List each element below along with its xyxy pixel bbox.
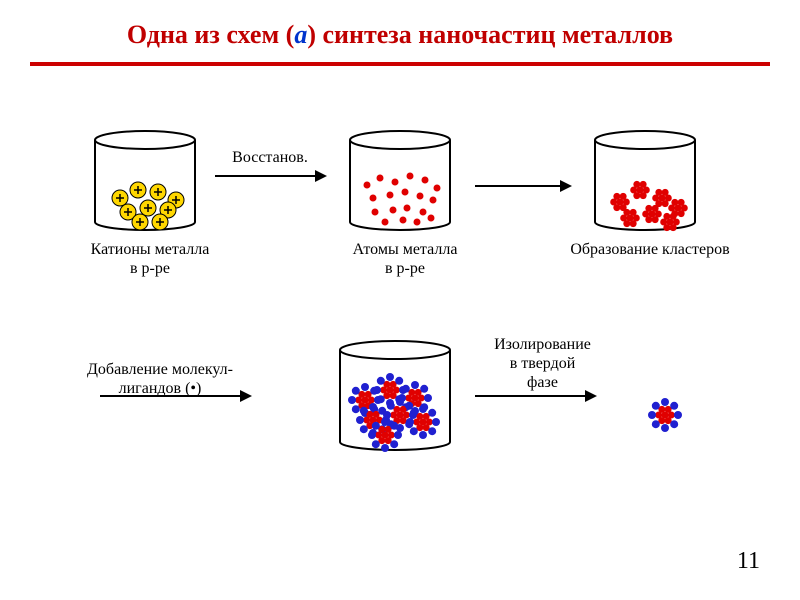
isolated-particle (635, 385, 695, 445)
beaker-clusters (590, 130, 700, 235)
label-isolate: Изолирование в твердой фазе (470, 335, 615, 393)
page-number: 11 (737, 548, 760, 575)
label-clusters: Образование кластеров (545, 240, 755, 259)
label-add-ligands: Добавление молекул- лигандов (•) (60, 360, 260, 398)
page-title: Одна из схем (а) синтеза наночастиц мета… (0, 20, 800, 50)
title-text-1: Одна из схем ( (127, 20, 294, 49)
arrow-isolate (475, 395, 595, 397)
beaker-ligand-clusters (335, 340, 455, 455)
label-atoms: Атомы металла в р-ре (325, 240, 485, 278)
label-reduction: Восстанов. (215, 148, 325, 167)
title-underline (30, 62, 770, 66)
arrow-reduction (215, 175, 325, 177)
label-cations: Катионы металла в р-ре (70, 240, 230, 278)
beaker-cations (90, 130, 200, 235)
arrow-cluster (475, 185, 570, 187)
title-text-2: ) синтеза наночастиц металлов (307, 20, 673, 49)
title-text-italic: а (294, 20, 307, 49)
beaker-atoms (345, 130, 455, 235)
